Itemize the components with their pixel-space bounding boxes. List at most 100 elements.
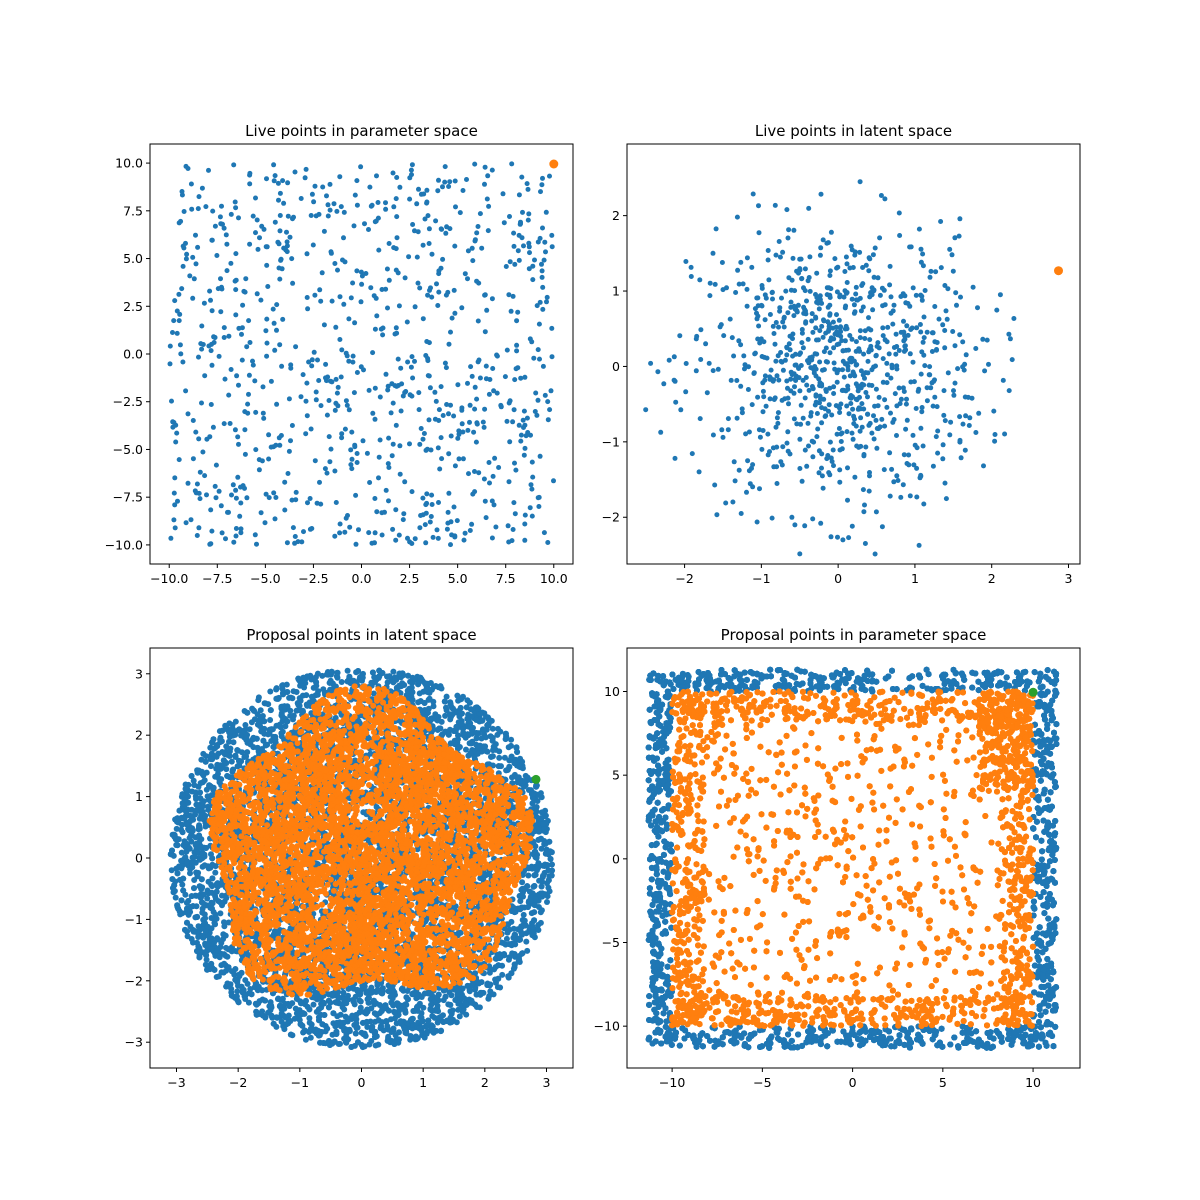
scatter-point: [834, 342, 840, 348]
scatter-point: [834, 379, 840, 385]
scatter-point: [246, 318, 252, 324]
scatter-point: [190, 254, 196, 260]
scatter-point: [920, 443, 926, 449]
scatter-point: [485, 228, 491, 234]
scatter-point: [859, 424, 865, 430]
scatter-point: [272, 219, 278, 225]
scatter-point: [274, 401, 280, 407]
scatter-point: [846, 535, 852, 541]
scatter-point: [425, 373, 431, 379]
scatter-point: [217, 910, 224, 917]
scatter-point: [725, 427, 731, 433]
scatter-point: [370, 410, 376, 416]
scatter-point: [477, 375, 483, 381]
scatter-point: [332, 407, 338, 413]
x-tick-label: −5.0: [250, 571, 280, 586]
scatter-point: [930, 463, 936, 469]
scatter-point: [511, 500, 517, 506]
scatter-point: [454, 518, 460, 524]
scatter-point: [490, 473, 496, 479]
scatter-point: [369, 202, 375, 208]
scatter-point: [918, 472, 924, 478]
scatter-point: [860, 487, 866, 493]
scatter-point: [799, 340, 805, 346]
scatter-point: [957, 439, 963, 445]
scatter-point: [293, 344, 299, 350]
scatter-point: [918, 425, 924, 431]
scatter-point: [810, 386, 816, 392]
scatter-point: [353, 541, 359, 547]
scatter-point: [244, 495, 250, 501]
scatter-point: [475, 318, 481, 324]
scatter-point: [822, 414, 828, 419]
scatter-point: [412, 358, 417, 364]
scatter-point: [522, 445, 528, 451]
scatter-point: [335, 267, 340, 273]
scatter-point: [543, 209, 549, 215]
scatter-point: [408, 364, 414, 370]
scatter-point: [289, 497, 295, 503]
scatter-point: [487, 480, 492, 486]
scatter-point: [877, 292, 883, 298]
scatter-point: [941, 388, 947, 394]
scatter-point: [694, 333, 700, 339]
scatter-point: [193, 429, 199, 435]
scatter-point: [800, 415, 806, 421]
scatter-point: [286, 448, 292, 454]
scatter-point: [255, 246, 261, 252]
scatter-point: [486, 391, 492, 397]
scatter-point: [827, 385, 833, 391]
scatter-point: [472, 238, 478, 244]
scatter-point: [809, 357, 815, 363]
scatter-point: [549, 232, 555, 238]
scatter-point: [808, 365, 814, 371]
scatter-point: [777, 305, 783, 311]
scatter-point: [830, 319, 836, 325]
scatter-point: [530, 277, 536, 283]
scatter-point: [372, 385, 378, 391]
scatter-point: [218, 503, 224, 509]
scatter-point: [192, 488, 198, 494]
scatter-point: [825, 319, 831, 325]
scatter-point: [896, 385, 902, 391]
scatter-point: [334, 390, 340, 396]
scatter-point: [891, 417, 897, 422]
scatter-point: [396, 303, 402, 309]
scatter-point: [317, 287, 323, 293]
scatter-point: [318, 298, 324, 304]
scatter-point: [227, 421, 233, 426]
scatter-point: [907, 351, 913, 357]
scatter-point: [242, 451, 248, 457]
scatter-point: [426, 241, 432, 246]
scatter-point: [785, 235, 791, 241]
scatter-point: [522, 537, 528, 543]
scatter-point: [167, 343, 173, 349]
y-tick-label: −7.5: [113, 490, 143, 505]
scatter-point: [776, 324, 781, 330]
scatter-point: [337, 294, 343, 300]
scatter-point: [479, 245, 485, 251]
scatter-point: [973, 346, 979, 351]
scatter-point: [799, 330, 805, 336]
scatter-point: [245, 401, 251, 407]
scatter-point: [908, 244, 914, 250]
scatter-point: [767, 312, 773, 317]
scatter-point: [375, 1041, 382, 1048]
scatter-point: [944, 316, 950, 322]
scatter-point: [407, 175, 413, 181]
scatter-point: [773, 252, 779, 258]
scatter-point: [394, 214, 400, 220]
scatter-point: [750, 462, 756, 468]
scatter-point: [370, 350, 376, 356]
scatter-point: [328, 250, 334, 256]
scatter-point: [820, 237, 826, 243]
scatter-point: [284, 540, 290, 546]
scatter-point: [549, 325, 555, 331]
scatter-point: [801, 285, 806, 291]
scatter-point: [913, 406, 919, 411]
scatter-point: [426, 226, 432, 232]
scatter-point: [806, 205, 812, 211]
scatter-point: [246, 372, 252, 378]
scatter-point: [744, 303, 750, 309]
scatter-point: [927, 372, 933, 378]
